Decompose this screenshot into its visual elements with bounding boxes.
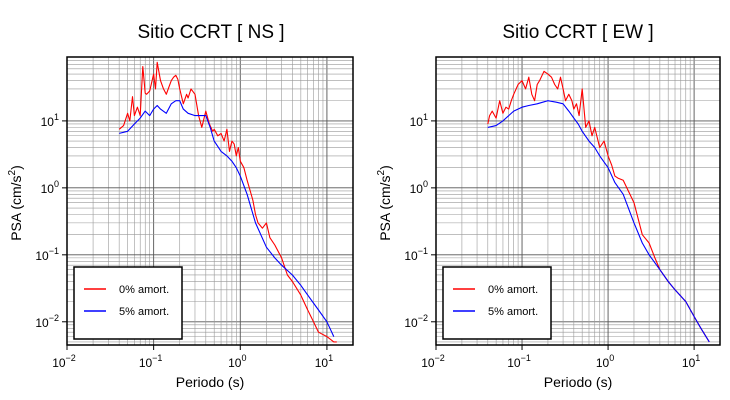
y-tick-exponent: −2 bbox=[49, 313, 59, 323]
x-tick-base: 10 bbox=[682, 356, 696, 370]
x-tick-label: 101 bbox=[315, 353, 333, 370]
y-axis-label: PSA (cm/s2) bbox=[376, 165, 393, 241]
chart-title: Sitio CCRT [ EW ] bbox=[502, 22, 653, 43]
y-tick-exponent: 1 bbox=[423, 112, 428, 122]
y-axis-label-main: PSA (cm/s bbox=[8, 175, 24, 240]
y-axis-label-tail: ) bbox=[377, 165, 393, 170]
y-tick-base: 10 bbox=[404, 249, 418, 263]
x-tick-label: 10−2 bbox=[52, 353, 76, 370]
y-tick-label: 10−1 bbox=[404, 246, 428, 263]
y-axis-label-superscript: 2 bbox=[7, 169, 18, 175]
x-tick-base: 10 bbox=[228, 356, 242, 370]
legend-box bbox=[442, 266, 552, 340]
legend-label-0: 0% amort. bbox=[488, 284, 538, 296]
x-tick-exponent: −2 bbox=[435, 353, 445, 363]
plot-frame bbox=[435, 56, 721, 346]
y-tick-exponent: −1 bbox=[418, 246, 428, 256]
series-line-1 bbox=[119, 100, 335, 337]
x-tick-exponent: 0 bbox=[241, 353, 246, 363]
y-axis-label-tail: ) bbox=[8, 165, 24, 170]
x-axis-label: Periodo (s) bbox=[176, 374, 244, 390]
y-tick-exponent: 0 bbox=[423, 179, 428, 189]
y-tick-exponent: 0 bbox=[54, 179, 59, 189]
legend-label-1: 5% amort. bbox=[119, 306, 169, 318]
x-tick-base: 10 bbox=[139, 356, 153, 370]
y-tick-exponent: −2 bbox=[418, 313, 428, 323]
y-tick-exponent: 1 bbox=[54, 112, 59, 122]
y-tick-label: 10−1 bbox=[35, 246, 59, 263]
y-tick-label: 101 bbox=[41, 112, 59, 129]
y-tick-base: 10 bbox=[410, 115, 424, 129]
y-axis-label: PSA (cm/s2) bbox=[7, 165, 24, 241]
x-tick-base: 10 bbox=[421, 356, 435, 370]
y-tick-label: 10−2 bbox=[35, 313, 59, 330]
y-tick-base: 10 bbox=[35, 249, 49, 263]
x-tick-base: 10 bbox=[596, 356, 610, 370]
y-tick-base: 10 bbox=[35, 316, 49, 330]
chart-panel-0 bbox=[62, 56, 354, 350]
y-tick-exponent: −1 bbox=[49, 246, 59, 256]
x-tick-exponent: 1 bbox=[695, 353, 700, 363]
series-line-1 bbox=[487, 100, 710, 343]
plot-frame bbox=[66, 56, 354, 346]
x-tick-base: 10 bbox=[315, 356, 329, 370]
series-line-0 bbox=[487, 70, 710, 343]
legend-box bbox=[73, 266, 183, 340]
x-axis-label: Periodo (s) bbox=[544, 374, 612, 390]
x-tick-exponent: 0 bbox=[609, 353, 614, 363]
x-tick-base: 10 bbox=[52, 356, 66, 370]
y-tick-base: 10 bbox=[41, 115, 55, 129]
legend-label-1: 5% amort. bbox=[488, 306, 538, 318]
x-tick-exponent: 1 bbox=[328, 353, 333, 363]
x-tick-label: 10−1 bbox=[139, 353, 163, 370]
y-tick-base: 10 bbox=[41, 182, 55, 196]
y-axis-label-superscript: 2 bbox=[376, 169, 387, 175]
x-tick-exponent: −2 bbox=[66, 353, 76, 363]
x-tick-label: 10−2 bbox=[421, 353, 445, 370]
x-tick-label: 10−1 bbox=[507, 353, 531, 370]
x-tick-base: 10 bbox=[507, 356, 521, 370]
chart-panel-1 bbox=[431, 56, 721, 350]
y-tick-label: 101 bbox=[410, 112, 428, 129]
x-tick-label: 100 bbox=[596, 353, 614, 370]
legend-label-0: 0% amort. bbox=[119, 284, 169, 296]
y-axis-label-main: PSA (cm/s bbox=[377, 175, 393, 240]
y-tick-base: 10 bbox=[404, 316, 418, 330]
y-tick-label: 100 bbox=[41, 179, 59, 196]
x-tick-exponent: −1 bbox=[152, 353, 162, 363]
x-tick-exponent: −1 bbox=[521, 353, 531, 363]
y-tick-base: 10 bbox=[410, 182, 424, 196]
chart-title: Sitio CCRT [ NS ] bbox=[137, 22, 284, 43]
x-tick-label: 101 bbox=[682, 353, 700, 370]
y-tick-label: 10−2 bbox=[404, 313, 428, 330]
x-tick-label: 100 bbox=[228, 353, 246, 370]
y-tick-label: 100 bbox=[410, 179, 428, 196]
